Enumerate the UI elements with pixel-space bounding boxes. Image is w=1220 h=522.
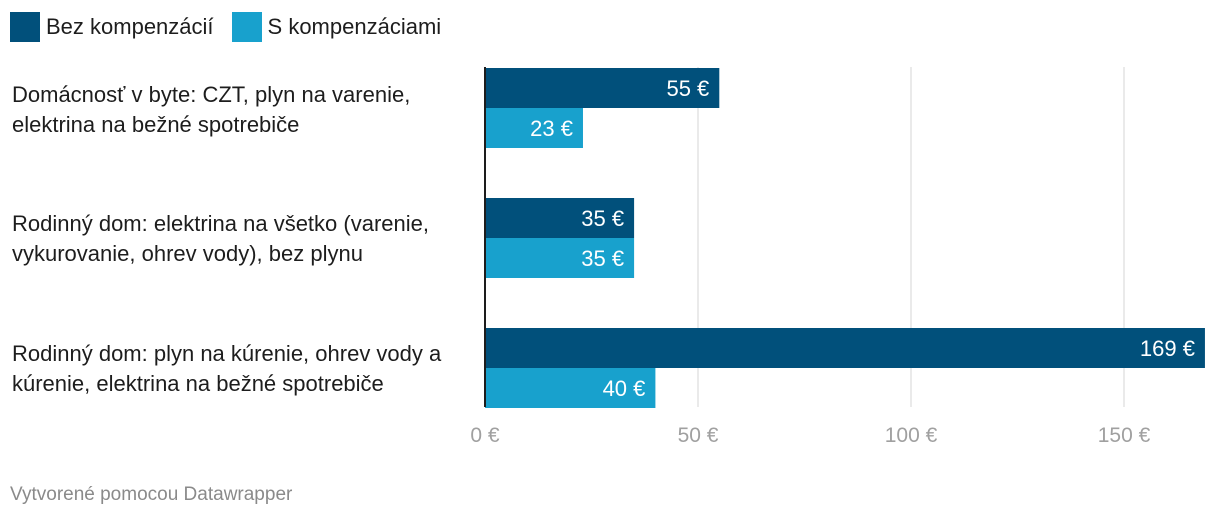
bar	[485, 198, 635, 238]
category-label-line: Rodinný dom: plyn na kúrenie, ohrev vody…	[12, 341, 442, 366]
category-label-byt: Domácnosť v byte: CZT, plyn na varenie, …	[12, 80, 482, 140]
bar	[485, 238, 635, 278]
category-label-dom-elektrina: Rodinný dom: elektrina na všetko (vareni…	[12, 209, 482, 269]
category-label-line: Rodinný dom: elektrina na všetko (vareni…	[12, 211, 429, 236]
legend-swatch-bez-kompenzacii	[10, 12, 40, 42]
category-label-line: kúrenie, elektrina na bežné spotrebiče	[12, 371, 384, 396]
x-tick-label: 0 €	[470, 424, 500, 447]
category-label-line: elektrina na bežné spotrebiče	[12, 112, 300, 137]
data-label: 23 €	[530, 116, 573, 141]
bar	[485, 368, 656, 408]
legend-item-s-kompenzaciami: S kompenzáciami	[231, 12, 442, 42]
legend: Bez kompenzácií S kompenzáciami	[10, 12, 441, 42]
category-label-dom-plyn: Rodinný dom: plyn na kúrenie, ohrev vody…	[12, 339, 482, 399]
bar	[485, 328, 1205, 368]
x-tick-label: 100 €	[885, 424, 938, 447]
data-label: 40 €	[603, 376, 646, 401]
bar	[485, 108, 583, 148]
category-label-line: Domácnosť v byte: CZT, plyn na varenie,	[12, 82, 411, 107]
footer-credit: Vytvorené pomocou Datawrapper	[10, 484, 293, 505]
data-label: 35 €	[581, 246, 624, 271]
legend-label-bez-kompenzacii: Bez kompenzácií	[46, 14, 214, 39]
bar	[485, 68, 720, 108]
x-tick-label: 150 €	[1098, 424, 1151, 447]
legend-item-bez-kompenzacii: Bez kompenzácií	[10, 12, 214, 42]
category-label-line: vykurovanie, ohrev vody), bez plynu	[12, 241, 363, 266]
data-label: 169 €	[1140, 336, 1195, 361]
data-label: 55 €	[666, 76, 709, 101]
x-tick-label: 50 €	[678, 424, 719, 447]
legend-swatch-s-kompenzaciami	[231, 12, 262, 42]
legend-label-s-kompenzaciami: S kompenzáciami	[267, 14, 442, 39]
data-label: 35 €	[581, 206, 624, 231]
